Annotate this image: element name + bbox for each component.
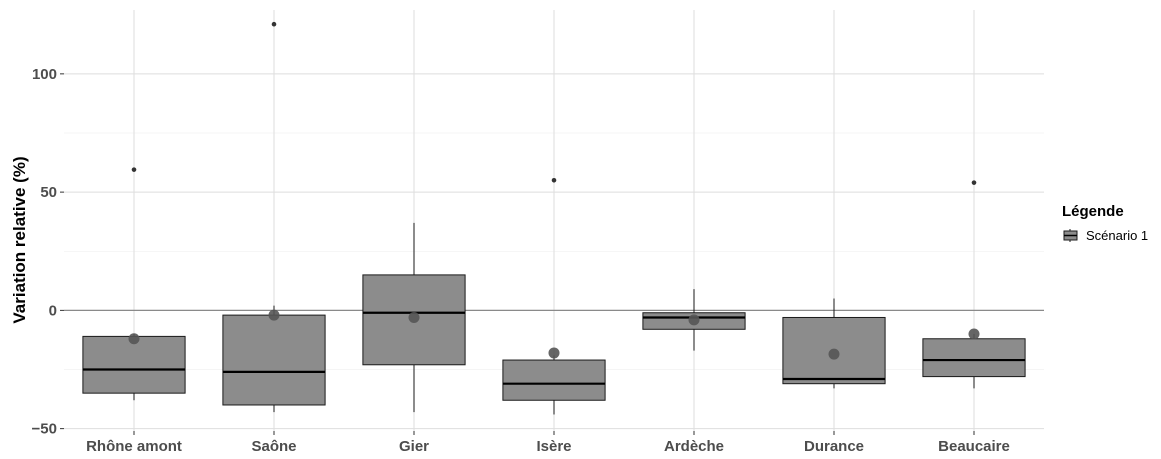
box: [82, 335, 186, 394]
x-tick-label: Beaucaire: [938, 438, 1010, 455]
box-group: [362, 222, 466, 413]
outlier-point: [971, 180, 977, 185]
mean-point: [688, 314, 700, 326]
y-tick-label: −50: [32, 421, 57, 438]
mean-point: [128, 333, 140, 345]
x-tick-label: Saône: [251, 438, 296, 455]
box-group: [642, 289, 746, 351]
x-tick-label: Gier: [399, 438, 429, 455]
box: [222, 314, 326, 406]
legend-entry-scenario-1: Scénario 1: [1086, 228, 1148, 243]
outlier-point: [131, 167, 137, 172]
x-axis: Rhône amont Saône Gier Isère Ardèche Durance B…: [86, 431, 1010, 455]
legend-title: Légende: [1062, 203, 1124, 220]
box-group: [222, 21, 326, 413]
x-tick-label: Rhône amont: [86, 438, 182, 455]
mean-point: [828, 348, 840, 360]
outlier-point: [551, 177, 557, 183]
outlier-point: [271, 21, 277, 27]
mean-point: [968, 328, 980, 340]
y-tick-label: 0: [49, 302, 57, 319]
x-tick-label: Durance: [804, 438, 864, 455]
box-group: [82, 167, 186, 401]
mean-point: [548, 347, 560, 359]
y-tick-label: 100: [32, 66, 57, 83]
box: [922, 338, 1026, 378]
x-tick-label: Ardèche: [664, 438, 724, 455]
mean-point: [408, 311, 420, 323]
boxes: [82, 21, 1026, 415]
box-group: [922, 180, 1026, 389]
x-tick-label: Isère: [536, 438, 571, 455]
box-group: [502, 177, 606, 415]
y-axis: −50 0 50 100: [32, 66, 64, 438]
legend: Légende Scénario 1: [1062, 203, 1148, 243]
mean-point: [268, 309, 280, 321]
legend-key-icon: [1063, 229, 1078, 242]
box: [502, 359, 606, 401]
y-tick-label: 50: [40, 184, 57, 201]
y-axis-title: Variation relative (%): [10, 156, 29, 323]
box-group: [782, 298, 886, 389]
